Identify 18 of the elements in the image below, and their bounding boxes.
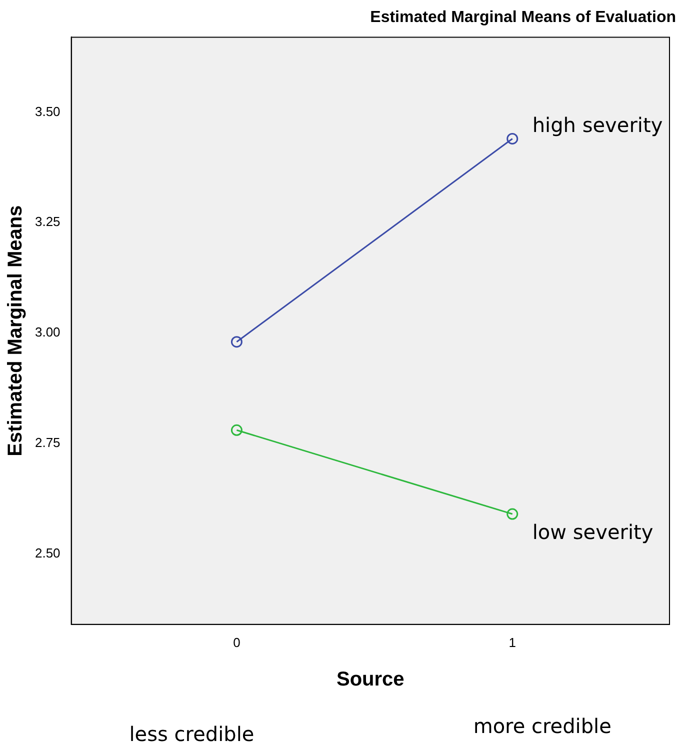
point (230, 424, 242, 436)
y-tick-label: 3.00 (34, 324, 60, 340)
point (230, 336, 242, 348)
series-label: low severity (532, 520, 654, 544)
x-tick-label: 1 (508, 634, 516, 650)
chart-title: Estimated Marginal Means of Evaluation (370, 9, 676, 26)
text: less credible (129, 722, 254, 746)
series-label: high severity (532, 112, 663, 137)
text: more credible (473, 714, 612, 738)
point (506, 508, 518, 520)
x-tick-label: 0 (233, 634, 240, 650)
y-tick-label: 3.25 (34, 214, 60, 230)
point (506, 132, 518, 144)
y-tick-label: 2.75 (34, 434, 60, 450)
y-tick-label: 3.50 (34, 104, 60, 119)
y-tick-label: 2.50 (34, 545, 60, 560)
y-axis-title: Estimated Marginal Means (4, 205, 27, 456)
x-axis-title: Source (336, 668, 404, 691)
